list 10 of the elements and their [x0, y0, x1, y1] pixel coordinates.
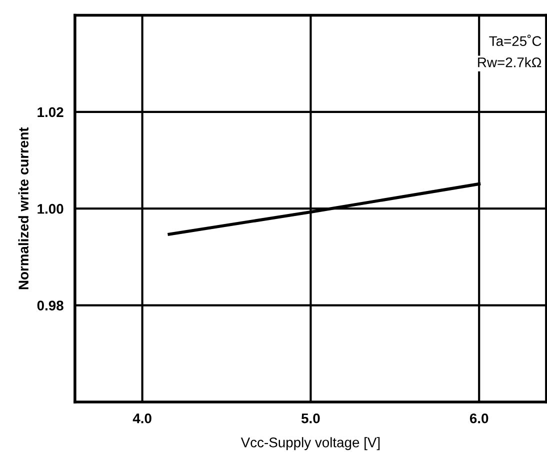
y-axis-title: Normalized write current	[18, 127, 28, 290]
annotation: Ta=25˚C	[489, 34, 542, 46]
x-axis-title: Vcc-Supply voltage [V]	[240, 437, 380, 450]
x-tick-label: 6.0	[470, 413, 488, 424]
y-tick-label: 1.00	[38, 204, 64, 214]
annotation: Rw=2.7kΩ	[478, 57, 542, 68]
x-tick-label: 5.0	[301, 413, 320, 424]
y-tick-label: 1.02	[38, 107, 64, 118]
x-tick-label: 4.0	[132, 413, 152, 424]
y-tick-label: 0.98	[37, 300, 64, 310]
